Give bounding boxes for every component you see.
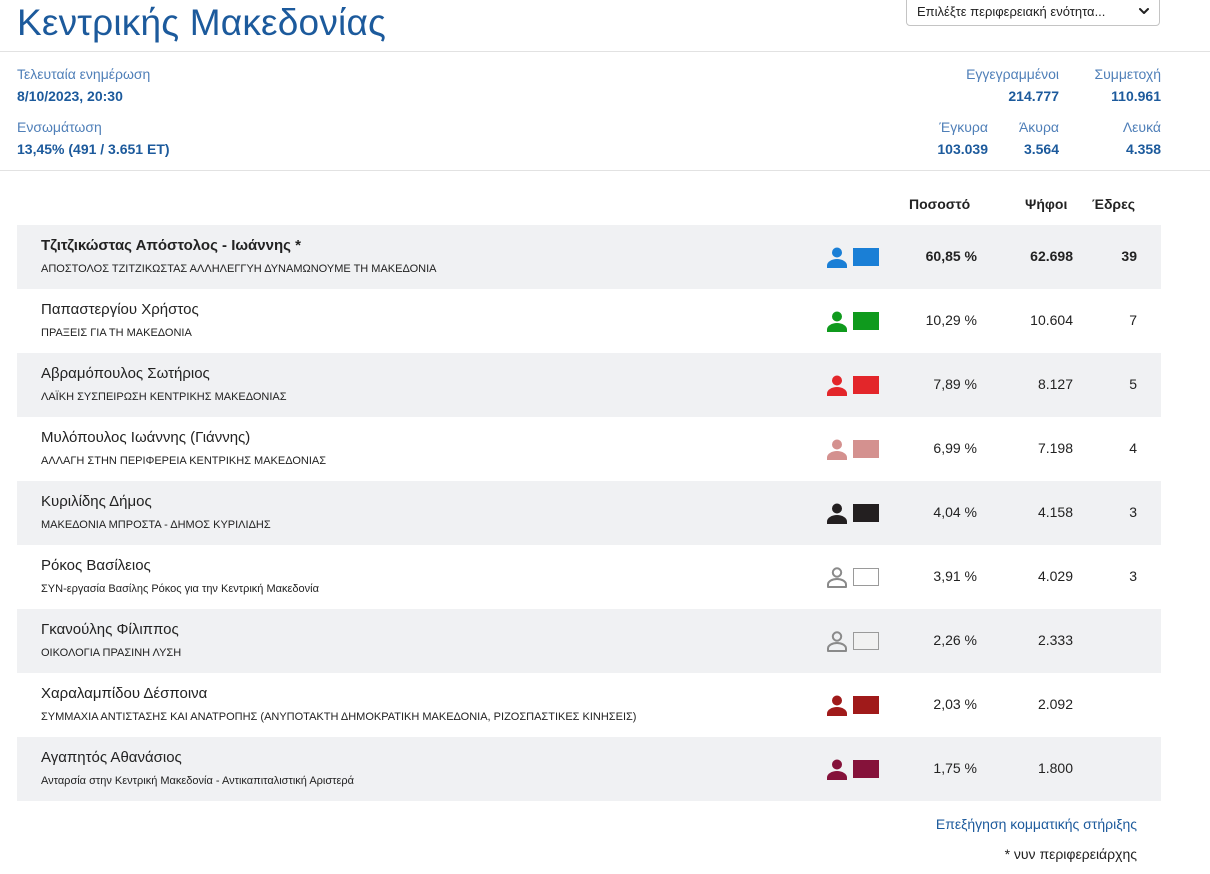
percent-value: 10,29 %	[925, 312, 977, 328]
table-row: Παπαστεργίου Χρήστος ΠΡΑΞΕΙΣ ΓΙΑ ΤΗ ΜΑΚΕΔ…	[17, 289, 1161, 353]
party-name: ΜΑΚΕΔΟΝΙΑ ΜΠΡΟΣΤΑ - ΔΗΜΟΣ ΚΥΡΙΛΙΔΗΣ	[41, 519, 271, 531]
seats-value: 7	[1129, 312, 1137, 328]
table-row: Αβραμόπουλος Σωτήριος ΛΑΪΚΗ ΣΥΣΠΕΙΡΩΣΗ ΚΕ…	[17, 353, 1161, 417]
person-icon	[827, 247, 847, 268]
votes-value: 7.198	[1037, 440, 1073, 456]
party-color-swatch	[853, 632, 879, 650]
votes-value: 10.604	[1030, 312, 1073, 328]
votes-value: 1.800	[1037, 760, 1073, 776]
registered-value: 214.777	[1008, 88, 1059, 104]
votes-value: 2.092	[1037, 696, 1073, 712]
last-update-label: Τελευταία ενημέρωση	[17, 66, 151, 82]
seats-value: 39	[1121, 248, 1137, 264]
valid-value: 103.039	[937, 141, 988, 157]
person-icon	[827, 375, 847, 396]
party-color-swatch	[853, 312, 879, 330]
seats-value: 5	[1129, 376, 1137, 392]
candidate-name: Αγαπητός Αθανάσιος	[41, 749, 182, 766]
invalid-value: 3.564	[1023, 141, 1059, 157]
party-color-swatch	[853, 760, 879, 778]
percent-value: 4,04 %	[933, 504, 977, 520]
blank-label: Λευκά	[1122, 119, 1161, 135]
party-name: ΛΑΪΚΗ ΣΥΣΠΕΙΡΩΣΗ ΚΕΝΤΡΙΚΗΣ ΜΑΚΕΔΟΝΙΑΣ	[41, 391, 287, 403]
votes-value: 62.698	[1030, 248, 1073, 264]
footnote: * νυν περιφερειάρχης	[1004, 846, 1137, 862]
summary-divider	[0, 170, 1210, 171]
table-row: Τζιτζικώστας Απόστολος - Ιωάννης * ΑΠΟΣΤΟ…	[17, 225, 1161, 289]
chevron-down-icon	[1139, 8, 1149, 14]
votes-value: 4.029	[1037, 568, 1073, 584]
percent-value: 2,03 %	[933, 696, 977, 712]
turnout-label: Συμμετοχή	[1094, 66, 1161, 82]
party-name: ΣΥΜΜΑΧΙΑ ΑΝΤΙΣΤΑΣΗΣ ΚΑΙ ΑΝΑΤΡΟΠΗΣ (ΑΝΥΠΟ…	[41, 711, 637, 723]
candidate-name: Ρόκος Βασίλειος	[41, 557, 151, 574]
seats-value: 4	[1129, 440, 1137, 456]
person-icon	[827, 631, 847, 652]
percent-value: 2,26 %	[933, 632, 977, 648]
person-icon	[827, 567, 847, 588]
region-unit-select-value: Επιλέξτε περιφερειακή ενότητα...	[917, 3, 1106, 19]
candidate-name: Χαραλαμπίδου Δέσποινα	[41, 685, 208, 702]
party-name: ΣΥΝ-εργασία Βασίλης Ρόκος για την Κεντρι…	[41, 583, 319, 595]
party-color-swatch	[853, 504, 879, 522]
table-row: Αγαπητός Αθανάσιος Ανταρσία στην Κεντρική…	[17, 737, 1161, 801]
person-icon	[827, 503, 847, 524]
party-name: Ανταρσία στην Κεντρική Μακεδονία - Αντικ…	[41, 775, 355, 787]
party-name: ΑΠΟΣΤΟΛΟΣ ΤΖΙΤΖΙΚΩΣΤΑΣ ΑΛΛΗΛΕΓΓΥΗ ΔΥΝΑΜΩ…	[41, 263, 437, 275]
votes-value: 2.333	[1037, 632, 1073, 648]
candidate-name: Τζιτζικώστας Απόστολος - Ιωάννης *	[41, 237, 301, 254]
votes-value: 4.158	[1037, 504, 1073, 520]
party-color-swatch	[853, 440, 879, 458]
person-icon	[827, 311, 847, 332]
table-row: Χαραλαμπίδου Δέσποινα ΣΥΜΜΑΧΙΑ ΑΝΤΙΣΤΑΣΗΣ…	[17, 673, 1161, 737]
blank-value: 4.358	[1125, 141, 1161, 157]
person-icon	[827, 695, 847, 716]
percent-value: 7,89 %	[933, 376, 977, 392]
party-name: ΠΡΑΞΕΙΣ ΓΙΑ ΤΗ ΜΑΚΕΔΟΝΙΑ	[41, 327, 192, 339]
seats-value: 3	[1129, 568, 1137, 584]
party-support-explanation-link[interactable]: Επεξήγηση κομματικής στήριξης	[935, 816, 1137, 832]
last-update-value: 8/10/2023, 20:30	[17, 88, 123, 104]
header-divider	[0, 51, 1210, 52]
percent-value: 1,75 %	[933, 760, 977, 776]
party-color-swatch	[853, 376, 879, 394]
votes-value: 8.127	[1037, 376, 1073, 392]
valid-label: Έγκυρα	[939, 119, 988, 135]
candidate-name: Γκανούλης Φίλιππος	[41, 621, 179, 638]
percent-value: 6,99 %	[933, 440, 977, 456]
person-icon	[827, 759, 847, 780]
party-color-swatch	[853, 248, 879, 266]
party-color-swatch	[853, 696, 879, 714]
column-header-seats: Έδρες	[1092, 196, 1136, 212]
candidate-name: Μυλόπουλος Ιωάννης (Γιάννης)	[41, 429, 251, 446]
party-color-swatch	[853, 568, 879, 586]
person-icon	[827, 439, 847, 460]
column-header-percent: Ποσοστό	[909, 196, 971, 212]
integration-label: Ενσωμάτωση	[17, 119, 102, 135]
party-name: ΟΙΚΟΛΟΓΙΑ ΠΡΑΣΙΝΗ ΛΥΣΗ	[41, 647, 182, 659]
turnout-value: 110.961	[1111, 88, 1161, 104]
party-name: ΑΛΛΑΓΗ ΣΤΗΝ ΠΕΡΙΦΕΡΕΙΑ ΚΕΝΤΡΙΚΗΣ ΜΑΚΕΔΟΝ…	[41, 455, 327, 467]
registered-label: Εγγεγραμμένοι	[966, 66, 1059, 82]
column-header-votes: Ψήφοι	[1025, 196, 1068, 212]
seats-value: 3	[1129, 504, 1137, 520]
candidate-name: Αβραμόπουλος Σωτήριος	[41, 365, 210, 382]
percent-value: 3,91 %	[933, 568, 977, 584]
invalid-label: Άκυρα	[1018, 119, 1059, 135]
candidate-name: Κυριλίδης Δήμος	[41, 493, 152, 510]
table-row: Γκανούλης Φίλιππος ΟΙΚΟΛΟΓΙΑ ΠΡΑΣΙΝΗ ΛΥΣΗ…	[17, 609, 1161, 673]
table-row: Ρόκος Βασίλειος ΣΥΝ-εργασία Βασίλης Ρόκος…	[17, 545, 1161, 609]
page-title: Κεντρικής Μακεδονίας	[17, 2, 387, 43]
region-unit-select[interactable]: Επιλέξτε περιφερειακή ενότητα...	[906, 0, 1160, 26]
table-row: Κυριλίδης Δήμος ΜΑΚΕΔΟΝΙΑ ΜΠΡΟΣΤΑ - ΔΗΜΟΣ…	[17, 481, 1161, 545]
table-row: Μυλόπουλος Ιωάννης (Γιάννης) ΑΛΛΑΓΗ ΣΤΗΝ …	[17, 417, 1161, 481]
candidate-name: Παπαστεργίου Χρήστος	[41, 301, 199, 318]
integration-value: 13,45% (491 / 3.651 ΕΤ)	[17, 141, 170, 157]
percent-value: 60,85 %	[925, 248, 977, 264]
